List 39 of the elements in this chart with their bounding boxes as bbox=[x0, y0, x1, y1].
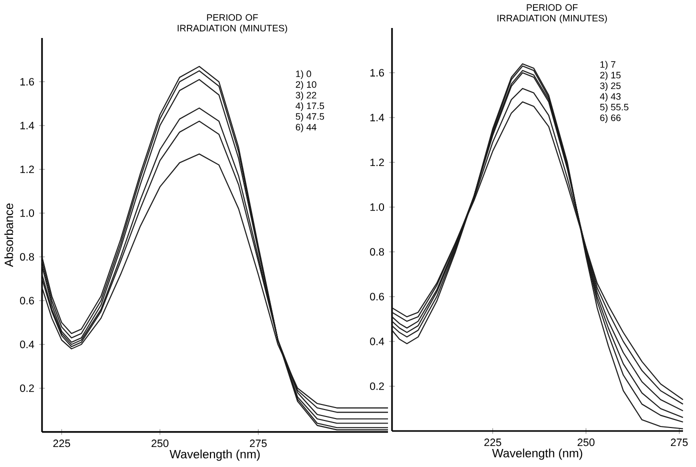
y-tick-label: 0.2 bbox=[370, 382, 384, 390]
annotation: 6) 66 bbox=[600, 114, 621, 123]
x-tick-label: 250 bbox=[578, 438, 594, 446]
annotation: 5) 55.5 bbox=[600, 104, 628, 112]
annotation: 1) 0 bbox=[296, 70, 312, 79]
annotation: 5) 47.5 bbox=[296, 112, 324, 122]
annotation: 3) 25 bbox=[600, 82, 621, 91]
y-tick-label: 0.4 bbox=[20, 340, 34, 348]
y-tick-label: 1.4 bbox=[370, 114, 384, 122]
y-tick-label: 0.6 bbox=[20, 296, 34, 304]
annotation: 2) 15 bbox=[600, 72, 621, 80]
legend-title: PERIOD OF IRRADIATION (MINUTES) bbox=[178, 14, 288, 34]
y-tick-label: 0.2 bbox=[20, 384, 34, 392]
x-axis-title: Wavelength (nm) bbox=[492, 448, 582, 460]
y-tick-label: 1.4 bbox=[20, 122, 34, 130]
annotation: 6) 44 bbox=[296, 124, 316, 132]
annotation: 2) 10 bbox=[296, 80, 316, 90]
y-tick-label: 1.6 bbox=[20, 78, 34, 86]
y-tick-label: 0.8 bbox=[370, 248, 384, 256]
y-tick-label: 0.8 bbox=[20, 253, 34, 261]
annotation: 4) 17.5 bbox=[296, 102, 324, 111]
y-tick-label: 1.2 bbox=[20, 166, 34, 174]
annotation: 1) 7 bbox=[600, 60, 616, 70]
legend-title: PERIOD OF IRRADIATION (MINUTES) bbox=[498, 4, 607, 24]
x-tick-label: 225 bbox=[484, 438, 502, 446]
x-tick-label: 225 bbox=[53, 440, 70, 448]
x-tick-label: 250 bbox=[152, 440, 168, 448]
y-tick-label: 1.6 bbox=[370, 69, 384, 77]
y-axis-title: Absorbance bbox=[4, 204, 14, 267]
y-tick-label: 0.6 bbox=[370, 292, 384, 300]
y-tick-label: 0.4 bbox=[370, 338, 384, 346]
y-tick-label: 1.0 bbox=[370, 203, 384, 211]
y-tick-label: 1.2 bbox=[370, 158, 384, 166]
x-tick-label: 275 bbox=[670, 438, 688, 446]
annotation: 3) 22 bbox=[296, 92, 316, 100]
x-tick-label: 275 bbox=[250, 440, 267, 448]
x-axis-title: Wavelength (nm) bbox=[170, 450, 260, 461]
annotation: 4) 43 bbox=[600, 92, 621, 102]
y-tick-label: 1.0 bbox=[20, 209, 34, 217]
